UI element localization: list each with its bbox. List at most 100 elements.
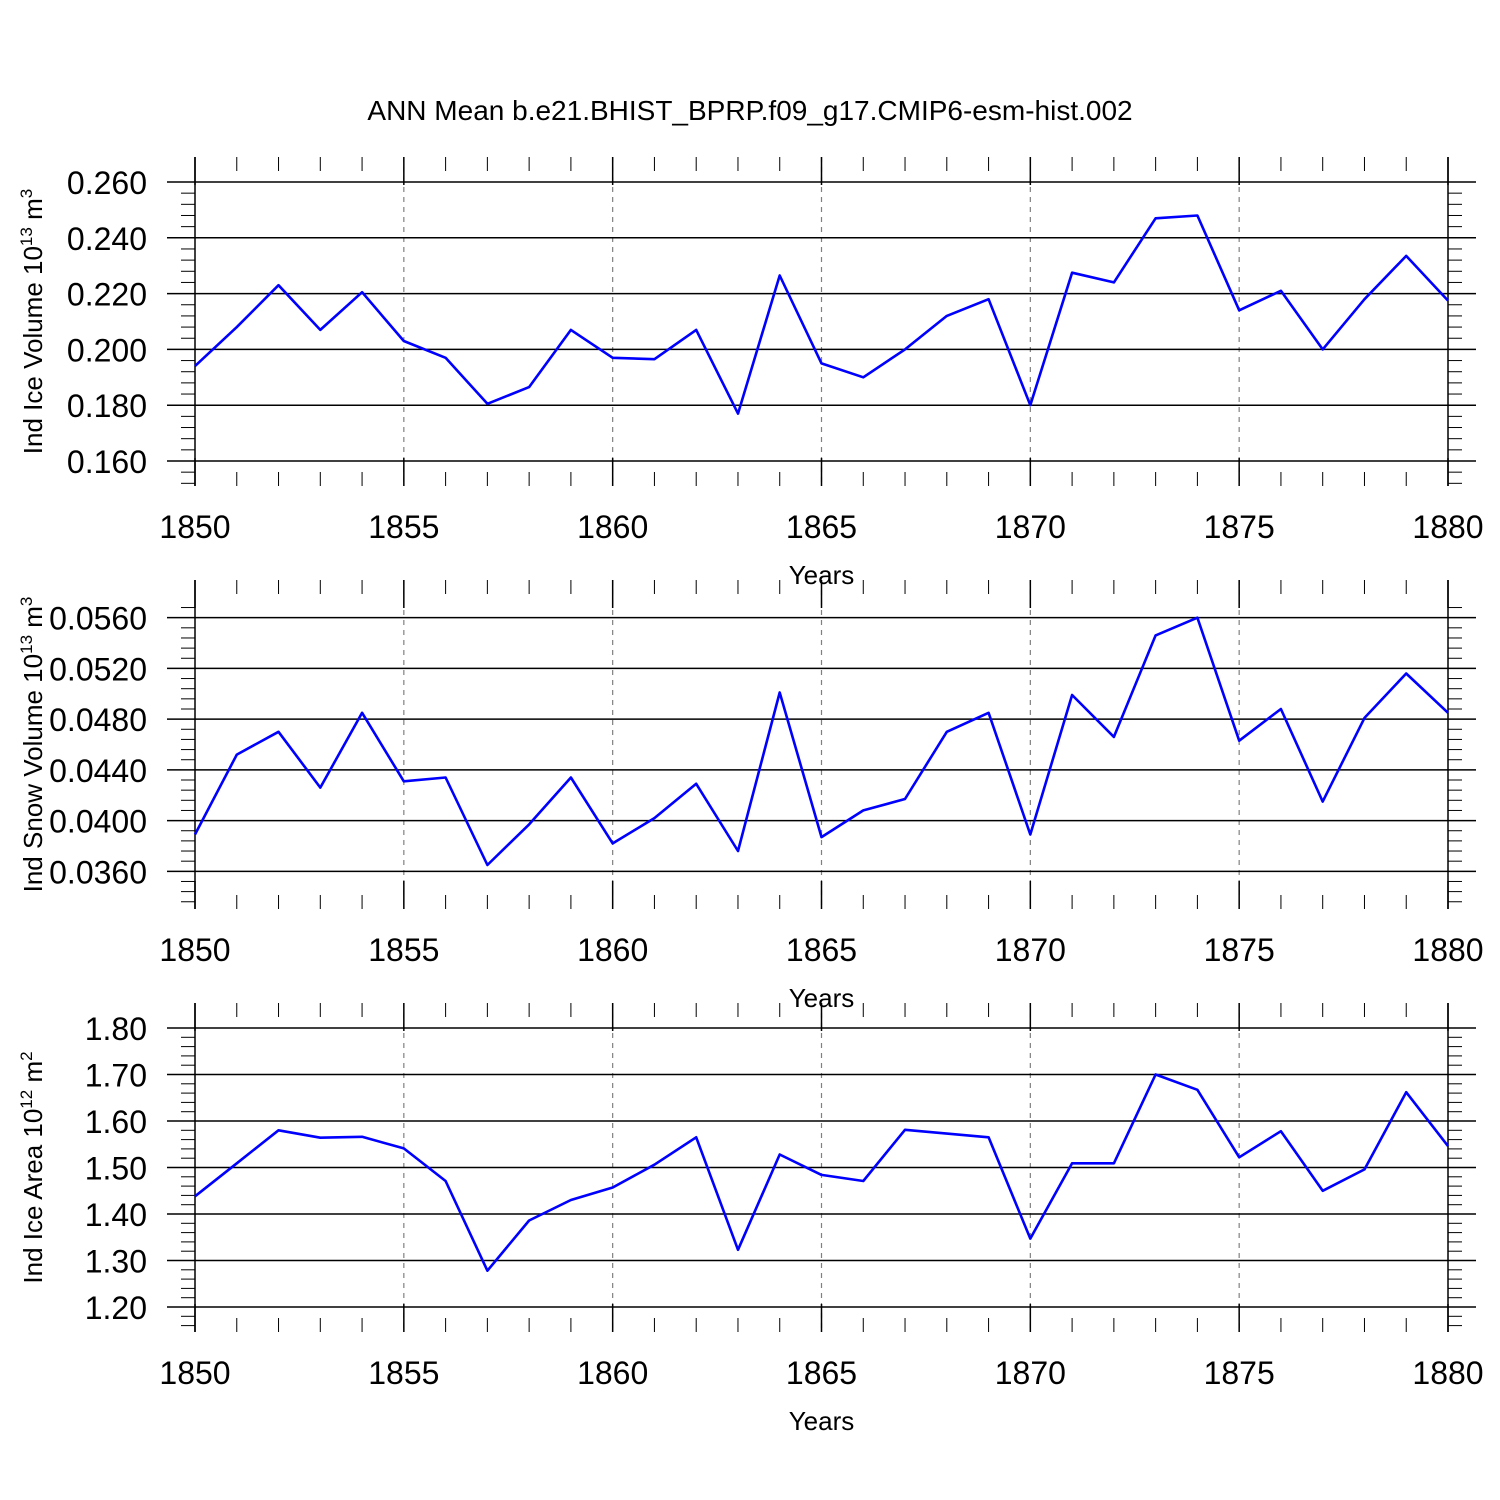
- x-tick-label: 1850: [159, 932, 230, 968]
- data-point: [444, 776, 448, 780]
- data-point: [1363, 297, 1367, 301]
- data-point: [1237, 739, 1241, 743]
- data-point: [694, 328, 698, 332]
- data-point: [1446, 711, 1450, 715]
- x-tick-label: 1875: [1204, 932, 1275, 968]
- y-tick-label: 0.0480: [49, 702, 147, 738]
- y-axis-label: Ind Ice Volume 1013 m3: [17, 189, 48, 454]
- data-point: [903, 1128, 907, 1132]
- data-point: [1070, 271, 1074, 275]
- data-point: [945, 314, 949, 318]
- y-tick-label: 1.70: [85, 1058, 147, 1094]
- data-point: [1237, 1155, 1241, 1159]
- x-tick-label: 1880: [1412, 1355, 1483, 1391]
- y-tick-label: 1.80: [85, 1011, 147, 1047]
- data-point: [1404, 254, 1408, 258]
- data-point: [318, 328, 322, 332]
- data-point: [444, 1179, 448, 1183]
- data-point: [736, 1248, 740, 1252]
- data-point: [1070, 693, 1074, 697]
- data-point: [1195, 214, 1199, 218]
- y-tick-label: 1.50: [85, 1151, 147, 1187]
- data-point: [1321, 800, 1325, 804]
- data-point: [1321, 1189, 1325, 1193]
- data-point: [235, 753, 239, 757]
- data-point: [318, 786, 322, 790]
- data-point: [277, 1128, 281, 1132]
- data-point: [1154, 1073, 1158, 1077]
- data-point: [402, 779, 406, 783]
- data-point: [1279, 1129, 1283, 1133]
- y-tick-label: 0.180: [67, 388, 147, 424]
- x-tick-label: 1855: [368, 932, 439, 968]
- data-point: [193, 1194, 197, 1198]
- x-tick-label: 1865: [786, 509, 857, 545]
- x-tick-label: 1870: [995, 932, 1066, 968]
- data-point: [945, 730, 949, 734]
- y-axis-label: Ind Ice Area 1012 m2: [17, 1051, 48, 1283]
- y-tick-label: 1.30: [85, 1244, 147, 1280]
- series-line: [194, 1073, 1450, 1272]
- data-point: [402, 339, 406, 343]
- data-point: [569, 1198, 573, 1202]
- x-tick-label: 1865: [786, 932, 857, 968]
- data-point: [987, 297, 991, 301]
- data-point: [1028, 833, 1032, 837]
- data-point: [778, 274, 782, 278]
- data-point: [1154, 216, 1158, 220]
- series-line: [193, 616, 1449, 867]
- data-point: [652, 1163, 656, 1167]
- data-point: [360, 711, 364, 715]
- data-point: [778, 691, 782, 695]
- data-point: [360, 1135, 364, 1139]
- y-tick-label: 0.200: [67, 332, 147, 368]
- y-tick-label: 0.0440: [49, 753, 147, 789]
- data-point: [861, 375, 865, 379]
- x-axis-label: Years: [789, 1406, 855, 1436]
- x-tick-label: 1880: [1412, 932, 1483, 968]
- data-point: [1195, 1088, 1199, 1092]
- y-tick-label: 0.0520: [49, 651, 147, 687]
- data-point: [820, 361, 824, 365]
- panel-1: 0.160 0.180 0.200 0.220 0.240 0.260 1850 1855 18…: [17, 157, 1484, 590]
- data-point: [861, 1179, 865, 1183]
- y-tick-label: 0.0360: [49, 854, 147, 890]
- y-axis-label: Ind Snow Volume 1013 m3: [17, 597, 48, 893]
- x-tick-label: 1875: [1204, 1355, 1275, 1391]
- y-tick-label: 0.0400: [49, 804, 147, 840]
- panel-2: 0.0360 0.0400 0.0440 0.0480 0.0520 0.0560 1850…: [17, 580, 1484, 1013]
- x-tick-label: 1865: [786, 1355, 857, 1391]
- data-point: [987, 1135, 991, 1139]
- data-point: [527, 1219, 531, 1223]
- data-point: [736, 849, 740, 853]
- data-point: [1237, 308, 1241, 312]
- data-point: [444, 356, 448, 360]
- panel-3: 1.20 1.30 1.40 1.50 1.60 1.70 1.80 1850 1855 1860…: [17, 1003, 1484, 1436]
- y-tick-label: 1.40: [85, 1197, 147, 1233]
- data-point: [569, 328, 573, 332]
- data-point: [277, 283, 281, 287]
- data-point: [1363, 716, 1367, 720]
- chart-title: ANN Mean b.e21.BHIST_BPRP.f09_g17.CMIP6-…: [367, 95, 1132, 126]
- data-point: [1028, 403, 1032, 407]
- x-tick-label: 1855: [368, 509, 439, 545]
- data-point: [1404, 1090, 1408, 1094]
- y-tick-label: 0.220: [67, 277, 147, 313]
- data-point: [694, 1135, 698, 1139]
- data-point: [1446, 1144, 1450, 1148]
- y-tick-label: 0.160: [67, 444, 147, 480]
- data-point: [1112, 1161, 1116, 1165]
- series-line: [194, 214, 1449, 415]
- data-point: [778, 1153, 782, 1157]
- data-point: [318, 1136, 322, 1140]
- data-point: [945, 1132, 949, 1136]
- data-point: [235, 1161, 239, 1165]
- data-point: [235, 325, 239, 329]
- data-point: [820, 1173, 824, 1177]
- x-tick-label: 1870: [995, 509, 1066, 545]
- data-point: [987, 711, 991, 715]
- data-point: [527, 822, 531, 826]
- data-point: [527, 385, 531, 389]
- y-tick-label: 0.240: [67, 221, 147, 257]
- data-point: [1279, 707, 1283, 711]
